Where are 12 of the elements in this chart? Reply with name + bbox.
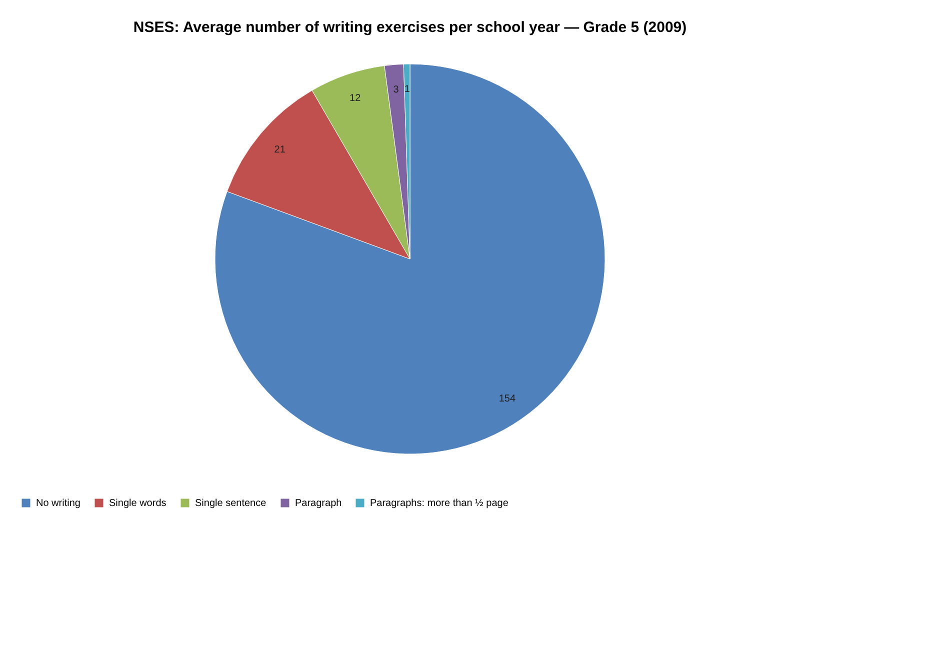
data-label: 1 [404,84,410,96]
data-label: 12 [350,93,362,104]
data-label: 154 [498,393,516,404]
legend-label: Paragraph [295,498,342,509]
legend-label: Single words [109,498,166,509]
data-label: 3 [393,84,400,96]
legend-label: Paragraphs: more than ½ page [370,498,509,509]
legend-label: Single sentence [195,498,267,509]
data-label: 21 [274,144,286,156]
legend-label: No writing [36,498,80,509]
chart-title: NSES: Average number of writing exercises per school year — Grade 5 (2009) [133,19,687,36]
pie-slice [214,64,606,454]
